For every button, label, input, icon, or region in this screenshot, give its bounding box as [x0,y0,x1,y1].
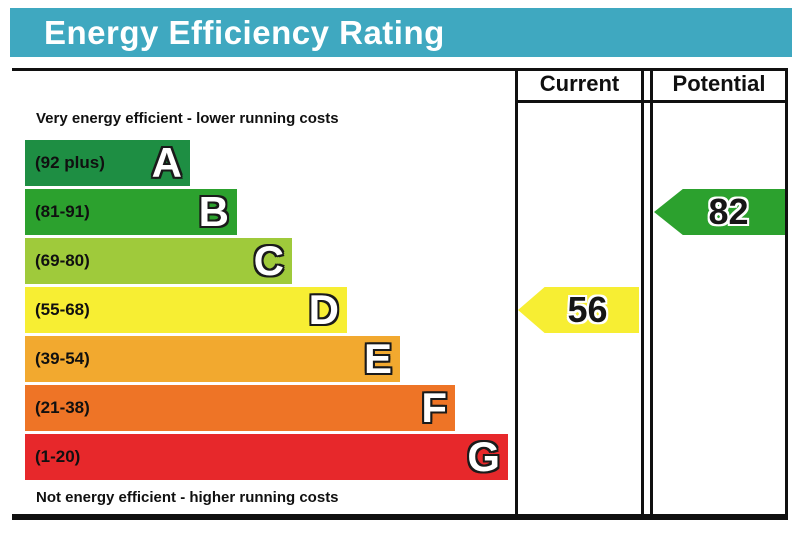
top-note: Very energy efficient - lower running co… [36,110,339,127]
chart-bottom-border [12,514,788,520]
band-letter: D [308,286,339,333]
band-row-f: (21-38) F [25,385,455,431]
band-letter: A [151,139,182,186]
band-range-label: (1-20) [35,447,81,466]
rating-bands: (92 plus) A (81-91) B (69-80) C (55-68) … [25,140,508,483]
band-row-g: (1-20) G [25,434,508,480]
potential-rating-value: 82 [708,191,749,232]
band-letter: C [253,237,284,284]
potential-rating-arrow: 82 [654,189,785,235]
band-letter: E [363,335,392,382]
band-letter: B [198,188,229,235]
band-range-label: (39-54) [35,349,90,368]
band-row-c: (69-80) C [25,238,292,284]
chart-top-border [12,68,788,71]
band-range-label: (92 plus) [35,153,105,172]
band-row-e: (39-54) E [25,336,400,382]
current-rating-value: 56 [567,289,608,330]
band-row-b: (81-91) B [25,189,237,235]
title-bar: Energy Efficiency Rating [10,8,792,57]
current-rating-arrow: 56 [518,287,639,333]
potential-column-box [650,68,788,514]
page-title: Energy Efficiency Rating [44,13,445,51]
current-column-header: Current [539,71,620,96]
bottom-note: Not energy efficient - higher running co… [36,489,339,506]
current-column-box [515,68,644,514]
band-letter: G [467,433,500,480]
band-letter: F [421,384,447,431]
band-range-label: (81-91) [35,202,90,221]
band-row-d: (55-68) D [25,287,347,333]
band-row-a: (92 plus) A [25,140,190,186]
band-range-label: (55-68) [35,300,90,319]
band-range-label: (21-38) [35,398,90,417]
potential-column-header: Potential [672,71,766,96]
band-range-label: (69-80) [35,251,90,270]
